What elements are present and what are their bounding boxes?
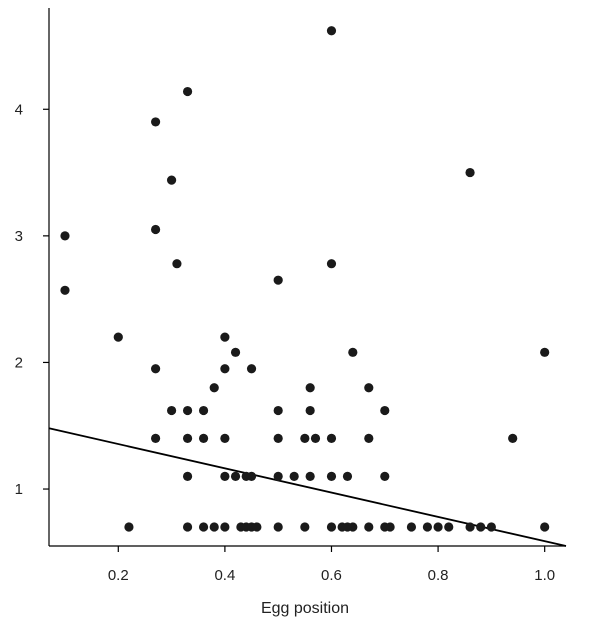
data-point <box>198 522 209 532</box>
y-tick-label: 3 <box>15 228 23 245</box>
data-point <box>422 522 433 532</box>
data-point <box>385 522 395 532</box>
data-point <box>465 522 475 532</box>
data-point <box>60 285 70 295</box>
data-point <box>150 364 161 374</box>
y-axis-ticks: 1 2 3 4 <box>15 101 49 498</box>
x-axis-ticks: 0.2 0.4 0.6 0.8 1.0 <box>108 546 555 584</box>
x-tick-label: 0.4 <box>214 567 235 584</box>
data-point <box>465 167 475 178</box>
data-point <box>486 522 496 532</box>
data-point <box>508 433 518 443</box>
data-point <box>220 364 230 374</box>
data-point <box>113 332 123 342</box>
data-point <box>273 522 283 532</box>
x-axis-title: Egg position <box>261 600 349 617</box>
x-tick-label: 0.2 <box>108 567 129 584</box>
data-point <box>220 522 230 532</box>
data-point <box>380 471 390 481</box>
data-point <box>348 347 358 357</box>
data-point <box>289 471 299 481</box>
data-point <box>326 259 337 269</box>
data-point <box>273 405 283 416</box>
data-point <box>300 522 310 532</box>
data-point <box>444 522 454 532</box>
data-point <box>300 433 310 443</box>
data-point <box>60 231 70 241</box>
data-point <box>380 405 390 416</box>
data-point <box>273 275 283 285</box>
data-point <box>220 433 230 443</box>
data-point <box>220 471 230 481</box>
y-tick-label: 2 <box>15 354 23 371</box>
data-point <box>364 522 374 532</box>
data-point <box>252 522 262 532</box>
data-point <box>182 522 193 532</box>
data-point <box>326 471 337 481</box>
data-point <box>230 347 241 357</box>
data-point <box>172 259 182 269</box>
y-tick-label: 4 <box>15 101 23 118</box>
data-point <box>406 522 417 532</box>
data-point <box>310 433 321 443</box>
data-point <box>326 522 337 532</box>
y-tick-label: 1 <box>15 481 23 498</box>
data-point <box>246 364 257 374</box>
data-point <box>230 471 241 481</box>
data-point <box>305 383 315 393</box>
data-point <box>150 433 161 443</box>
x-tick-label: 1.0 <box>534 567 555 584</box>
data-point <box>273 471 283 481</box>
data-point <box>166 175 177 185</box>
data-point <box>209 522 219 532</box>
data-point <box>246 471 257 481</box>
data-point <box>348 522 358 532</box>
data-point <box>198 433 209 443</box>
data-point <box>342 471 353 481</box>
data-point <box>305 471 315 481</box>
data-point <box>305 405 315 416</box>
data-point <box>182 405 193 416</box>
data-point <box>182 433 193 443</box>
data-point <box>364 383 374 393</box>
data-point <box>220 332 230 342</box>
data-point <box>150 224 161 235</box>
data-point <box>326 26 337 36</box>
data-point <box>150 117 161 127</box>
data-point <box>166 405 177 416</box>
data-points <box>60 26 550 532</box>
data-point <box>124 522 134 532</box>
data-point <box>433 522 443 532</box>
data-point <box>182 471 193 481</box>
data-point <box>540 347 550 357</box>
plot-area <box>48 8 566 547</box>
data-point <box>476 522 486 532</box>
data-point <box>326 433 337 443</box>
x-tick-label: 0.6 <box>321 567 342 584</box>
data-point <box>273 433 283 443</box>
x-tick-label: 0.8 <box>428 567 449 584</box>
data-point <box>182 86 193 97</box>
data-point <box>364 433 374 443</box>
data-point <box>209 383 219 393</box>
data-point <box>198 405 209 416</box>
data-point <box>540 522 550 532</box>
